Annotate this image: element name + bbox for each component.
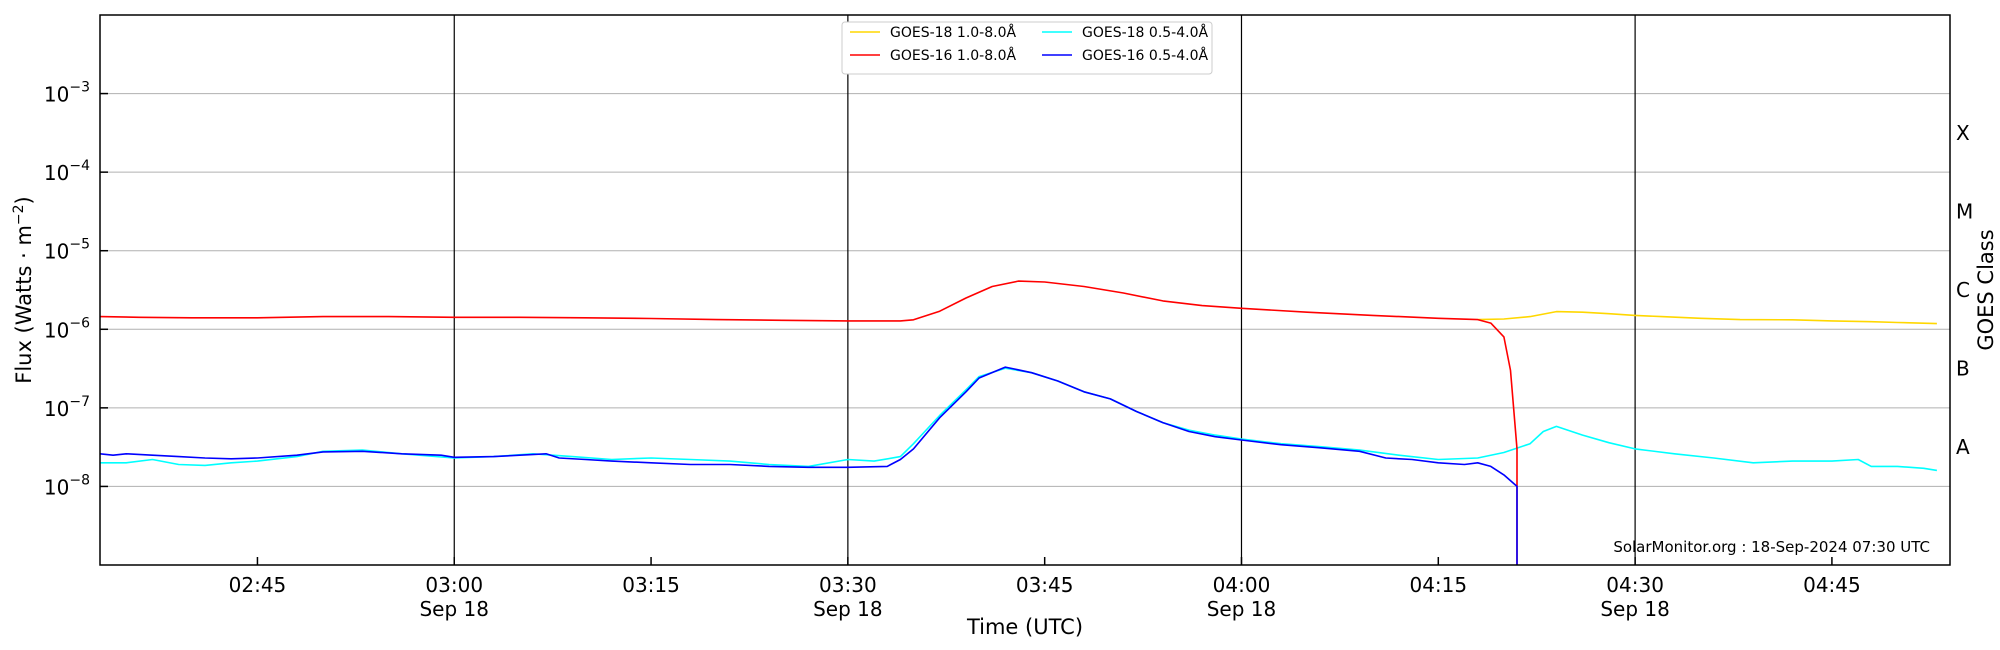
x-tick-label-0: 02:45 xyxy=(229,573,287,597)
x-tick-label-5: 04:00 xyxy=(1213,573,1271,597)
y-axis-title: Flux (Watts · m−2) xyxy=(11,196,36,384)
x-tick-date-7: Sep 18 xyxy=(1600,597,1670,621)
y-axis-ticks: 10−8 10−7 10−6 10−5 10−4 10−3 xyxy=(44,80,108,499)
data-series xyxy=(100,280,1938,565)
legend-label-3: GOES-16 0.5-4.0Å xyxy=(1082,47,1208,64)
x-tick-label-2: 03:15 xyxy=(622,573,680,597)
horizontal-gridlines xyxy=(100,93,1950,487)
series-line-0 xyxy=(1477,310,1937,325)
goes-class-b: B xyxy=(1956,357,1970,381)
x-tick-label-8: 04:45 xyxy=(1803,573,1861,597)
y-tick-label-2: 10−6 xyxy=(44,315,90,342)
goes-class-m: M xyxy=(1956,199,1973,223)
goes-class-x: X xyxy=(1956,121,1970,145)
x-tick-label-7: 04:30 xyxy=(1606,573,1664,597)
date-boundary-lines xyxy=(453,15,1636,565)
legend: GOES-18 1.0-8.0Å GOES-18 0.5-4.0Å GOES-16 … xyxy=(841,21,1213,75)
x-tick-label-6: 04:15 xyxy=(1409,573,1467,597)
series-line-3 xyxy=(100,366,1518,565)
series-line-1 xyxy=(100,367,1938,472)
x-tick-label-3: 03:30 xyxy=(819,573,877,597)
legend-label-0: GOES-18 1.0-8.0Å xyxy=(890,24,1016,41)
y-tick-label-4: 10−4 xyxy=(44,158,90,185)
goes-class-c: C xyxy=(1956,278,1970,302)
x-tick-date-1: Sep 18 xyxy=(419,597,489,621)
x-tick-label-1: 03:00 xyxy=(425,573,483,597)
legend-label-1: GOES-18 0.5-4.0Å xyxy=(1082,24,1208,41)
goes-class-labels: A B C M X xyxy=(1956,121,1973,459)
legend-box xyxy=(841,21,1213,75)
x-axis-title: Time (UTC) xyxy=(966,615,1083,639)
x-tick-date-5: Sep 18 xyxy=(1207,597,1277,621)
y-tick-label-1: 10−7 xyxy=(44,394,90,421)
right-axis-title: GOES Class xyxy=(1974,229,1998,350)
x-tick-label-4: 03:45 xyxy=(1016,573,1074,597)
y-tick-label-3: 10−5 xyxy=(44,237,90,264)
y-tick-label-5: 10−3 xyxy=(44,80,90,107)
plot-frame xyxy=(99,14,1951,566)
y-tick-label-0: 10−8 xyxy=(44,472,90,499)
goes-class-a: A xyxy=(1956,435,1970,459)
credit-text: SolarMonitor.org : 18-Sep-2024 07:30 UTC xyxy=(1613,538,1930,556)
series-line-2 xyxy=(100,280,1518,565)
legend-label-2: GOES-16 1.0-8.0Å xyxy=(890,47,1016,64)
x-tick-date-3: Sep 18 xyxy=(813,597,883,621)
